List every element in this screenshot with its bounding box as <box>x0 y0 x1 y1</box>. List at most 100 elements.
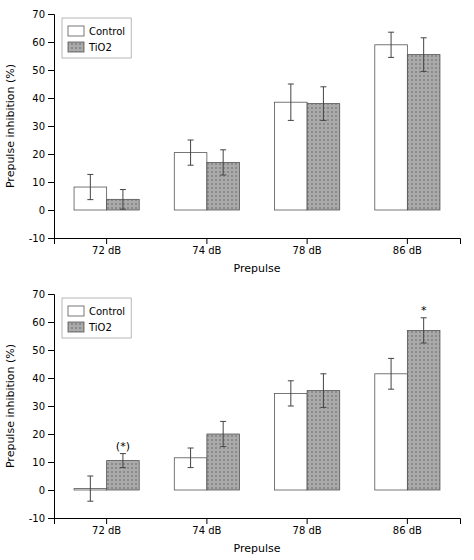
y-tick: 60 <box>32 317 54 328</box>
y-tick: 70 <box>32 289 54 300</box>
chart-svg: -1001020304050607072 dB74 dB78 dB86 dBPr… <box>0 0 474 560</box>
y-tick: 20 <box>32 149 54 160</box>
y-tick-mark <box>48 378 54 379</box>
error-bar-stem <box>290 381 291 406</box>
bar <box>375 374 408 490</box>
error-bar <box>120 190 126 210</box>
y-tick: 30 <box>32 121 54 132</box>
legend-label: Control <box>89 26 125 37</box>
x-tick: 74 dB <box>192 238 221 256</box>
error-bar-cap <box>288 380 294 381</box>
y-tick: 10 <box>32 177 54 188</box>
error-bar-cap <box>188 448 194 449</box>
x-tick-mark <box>307 518 308 524</box>
y-axis-title: Prepulse inhibition (%) <box>4 64 17 188</box>
x-tick-label: 86 dB <box>393 245 422 256</box>
error-bar-cap <box>388 57 394 58</box>
error-bar-cap <box>220 446 226 447</box>
y-tick-label: 30 <box>32 401 45 412</box>
y-tick-mark <box>48 126 54 127</box>
x-tick: 72 dB <box>92 518 121 536</box>
y-tick-mark <box>48 14 54 15</box>
y-tick-label: 20 <box>32 429 45 440</box>
legend: ControlTiO2 <box>62 298 131 338</box>
x-axis-title: Prepulse <box>234 262 281 275</box>
y-tick-label: 70 <box>32 289 45 300</box>
legend-swatch <box>68 306 84 316</box>
legend: Control TiO2 <box>62 18 131 58</box>
y-tick-label: 30 <box>32 121 45 132</box>
annotation: (*) <box>116 440 130 453</box>
y-tick-label: 50 <box>32 345 45 356</box>
error-bar <box>220 150 226 175</box>
y-tick-mark <box>48 322 54 323</box>
error-bar-cap <box>188 467 194 468</box>
x-tick-mark <box>206 238 207 244</box>
y-tick: 60 <box>32 37 54 48</box>
error-bar-cap <box>87 199 93 200</box>
error-bar <box>120 454 126 468</box>
y-tick-mark <box>48 350 54 351</box>
x-tick-label: 86 dB <box>393 525 422 536</box>
plot-area <box>74 318 440 501</box>
x-axis-line <box>55 519 461 525</box>
y-tick: 20 <box>32 429 54 440</box>
error-bar <box>388 32 394 57</box>
error-bar-cap <box>320 407 326 408</box>
error-bar <box>421 38 427 72</box>
y-tick-mark <box>48 182 54 183</box>
x-tick-mark <box>307 238 308 244</box>
x-tick-mark <box>407 238 408 244</box>
legend-label: TiO2 <box>88 42 112 53</box>
y-tick: -10 <box>29 233 54 244</box>
x-tick-mark <box>106 238 107 244</box>
error-bar-stem <box>391 358 392 389</box>
y-tick-mark <box>48 406 54 407</box>
x-tick-mark <box>106 518 107 524</box>
error-bar-cap <box>421 317 427 318</box>
panel: -1001020304050607072 dB74 dB78 dB86 dBPr… <box>4 289 461 555</box>
error-bar-cap <box>120 453 126 454</box>
y-tick: 10 <box>32 457 54 468</box>
error-bar-stem <box>223 421 224 446</box>
error-bar-cap <box>421 37 427 38</box>
error-bar-cap <box>220 149 226 150</box>
error-bar-cap <box>120 209 126 210</box>
y-tick-label: 10 <box>32 457 45 468</box>
y-tick-mark <box>48 518 54 519</box>
error-bar-stem <box>290 84 291 120</box>
error-bar-cap <box>220 175 226 176</box>
y-tick-mark <box>48 98 54 99</box>
x-tick-label: 72 dB <box>92 245 121 256</box>
x-tick: 78 dB <box>293 238 322 256</box>
error-bar-cap <box>87 174 93 175</box>
legend-swatch <box>68 42 84 52</box>
y-tick-label: 20 <box>32 149 45 160</box>
y-axis-line <box>48 295 55 519</box>
y-tick: 30 <box>32 401 54 412</box>
error-bar <box>87 174 93 199</box>
y-tick: 70 <box>32 9 54 20</box>
y-tick-mark <box>48 294 54 295</box>
x-tick-mark <box>206 518 207 524</box>
error-bar-stem <box>391 32 392 57</box>
error-bar-stem <box>90 174 91 199</box>
legend-frame <box>62 298 131 338</box>
error-bar-cap <box>288 84 294 85</box>
error-bar <box>288 84 294 120</box>
legend-frame <box>62 18 131 58</box>
y-tick-mark <box>48 490 54 491</box>
error-bar-cap <box>188 165 194 166</box>
y-tick: 40 <box>32 373 54 384</box>
error-bar-cap <box>188 140 194 141</box>
plot-area <box>74 32 440 210</box>
error-bar-cap <box>320 120 326 121</box>
x-tick-mark <box>407 518 408 524</box>
error-bar <box>188 448 194 468</box>
error-bar-stem <box>223 150 224 175</box>
x-tick-label: 78 dB <box>293 525 322 536</box>
y-tick-label: 50 <box>32 65 45 76</box>
x-tick: 86 dB <box>393 518 422 536</box>
y-tick-label: 70 <box>32 9 45 20</box>
error-bar <box>188 140 194 165</box>
